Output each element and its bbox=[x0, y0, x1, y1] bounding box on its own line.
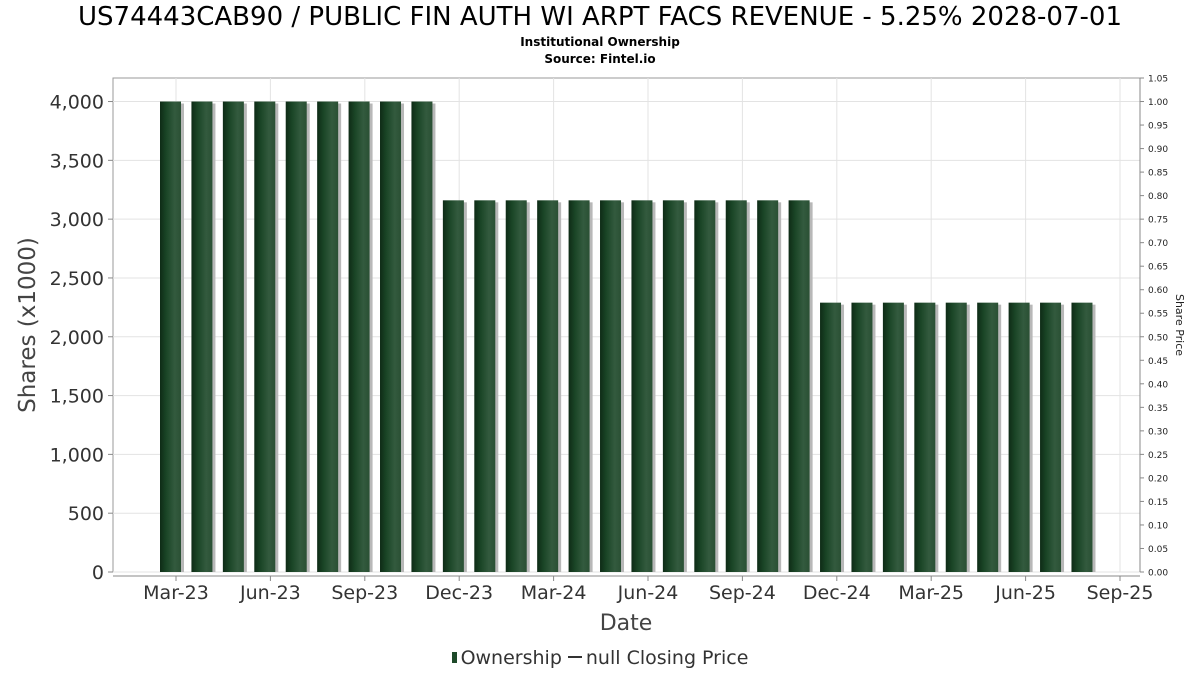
x-tick-label: Sep-25 bbox=[1087, 582, 1154, 604]
ownership-bar bbox=[914, 302, 936, 572]
y-tick-label: 4,000 bbox=[50, 92, 104, 114]
chart-source: Source: Fintel.io bbox=[544, 52, 656, 66]
ownership-bar bbox=[694, 200, 716, 573]
y2-tick-label: 0.80 bbox=[1148, 192, 1168, 202]
ownership-bar bbox=[474, 200, 496, 573]
ownership-bar bbox=[442, 200, 464, 573]
y-tick-label: 2,500 bbox=[50, 268, 104, 290]
ownership-bar bbox=[882, 302, 904, 572]
legend-price-label: null Closing Price bbox=[585, 647, 749, 669]
y2-tick-label: 0.45 bbox=[1148, 357, 1168, 367]
ownership-bar bbox=[757, 200, 779, 573]
x-tick-label: Mar-25 bbox=[898, 582, 964, 604]
chart-subtitle: Institutional Ownership bbox=[520, 35, 680, 49]
y2-tick-label: 0.60 bbox=[1148, 286, 1168, 296]
y2-tick-label: 0.25 bbox=[1148, 451, 1168, 461]
ownership-bar bbox=[348, 101, 370, 573]
legend: Ownership null Closing Price bbox=[0, 647, 1200, 669]
y-tick-label: 1,500 bbox=[50, 386, 104, 408]
x-tick-label: Dec-23 bbox=[425, 582, 493, 604]
x-tick-label: Mar-24 bbox=[521, 582, 587, 604]
legend-price-swatch bbox=[567, 656, 582, 658]
ownership-bar bbox=[160, 101, 181, 573]
ownership-bar bbox=[285, 101, 307, 573]
ownership-bar bbox=[977, 302, 999, 572]
x-tick-label: Jun-23 bbox=[239, 582, 301, 604]
ownership-bar bbox=[505, 200, 527, 573]
y-tick-label: 2,000 bbox=[50, 327, 104, 349]
chart-title: US74443CAB90 / PUBLIC FIN AUTH WI ARPT F… bbox=[78, 2, 1122, 32]
legend-ownership-swatch bbox=[451, 652, 457, 663]
y-tick-label: 500 bbox=[68, 503, 104, 525]
ownership-bar bbox=[662, 200, 684, 573]
legend-ownership-label: Ownership bbox=[460, 647, 562, 669]
bar-series bbox=[160, 101, 1096, 573]
ownership-bar bbox=[945, 302, 967, 572]
ownership-bar bbox=[191, 101, 213, 573]
y2-tick-label: 0.95 bbox=[1148, 122, 1168, 132]
x-tick-label: Mar-23 bbox=[143, 582, 209, 604]
ownership-bar bbox=[1040, 302, 1062, 572]
y-tick-label: 0 bbox=[92, 562, 104, 584]
y2-tick-label: 0.75 bbox=[1148, 216, 1168, 226]
x-tick-label: Sep-24 bbox=[709, 582, 776, 604]
ownership-bar bbox=[222, 101, 244, 573]
ownership-bar bbox=[380, 101, 402, 573]
y2-tick-label: 0.70 bbox=[1148, 239, 1168, 249]
x-axis-label: Date bbox=[600, 611, 653, 636]
y2-tick-label: 0.50 bbox=[1148, 333, 1168, 343]
ownership-bar bbox=[1008, 302, 1030, 572]
ownership-bar bbox=[788, 200, 810, 573]
ownership-bar bbox=[317, 101, 339, 573]
y2-tick-label: 0.85 bbox=[1148, 169, 1168, 179]
ownership-bar bbox=[537, 200, 559, 573]
axes: 0 500 1,000 1,500 2,000 2,500 3,000 3,500 4,000 0… bbox=[50, 75, 1169, 605]
ownership-bar bbox=[600, 200, 622, 573]
ownership-bar bbox=[851, 302, 873, 572]
y2-tick-label: 0.65 bbox=[1148, 263, 1168, 273]
ownership-bar bbox=[631, 200, 653, 573]
y2-tick-label: 1.05 bbox=[1148, 75, 1168, 85]
ownership-bar bbox=[568, 200, 590, 573]
y2-tick-label: 0.90 bbox=[1148, 145, 1168, 155]
y2-axis-label: Share Price bbox=[1173, 294, 1186, 356]
y2-tick-label: 0.20 bbox=[1148, 474, 1168, 484]
y-tick-label: 3,500 bbox=[50, 150, 104, 172]
y2-tick-label: 0.35 bbox=[1148, 404, 1168, 414]
y-axis-label: Shares (x1000) bbox=[15, 237, 41, 413]
y-tick-label: 3,000 bbox=[50, 209, 104, 231]
y2-tick-label: 0.15 bbox=[1148, 498, 1168, 508]
y2-tick-label: 0.10 bbox=[1148, 521, 1168, 531]
y2-tick-label: 0.40 bbox=[1148, 380, 1168, 390]
ownership-bar bbox=[411, 101, 433, 573]
x-tick-label: Jun-25 bbox=[994, 582, 1056, 604]
y2-tick-label: 0.00 bbox=[1148, 569, 1168, 579]
y2-tick-label: 0.30 bbox=[1148, 427, 1168, 437]
ownership-bar bbox=[1071, 302, 1093, 572]
x-tick-label: Dec-24 bbox=[803, 582, 871, 604]
ownership-bar bbox=[820, 302, 842, 572]
ownership-bar bbox=[725, 200, 747, 573]
y2-tick-label: 1.00 bbox=[1148, 98, 1168, 108]
y-tick-label: 1,000 bbox=[50, 444, 104, 466]
x-tick-label: Jun-24 bbox=[617, 582, 679, 604]
y2-tick-label: 0.55 bbox=[1148, 310, 1168, 320]
y2-tick-label: 0.05 bbox=[1148, 545, 1168, 555]
ownership-bar bbox=[254, 101, 276, 573]
x-tick-label: Sep-23 bbox=[331, 582, 398, 604]
